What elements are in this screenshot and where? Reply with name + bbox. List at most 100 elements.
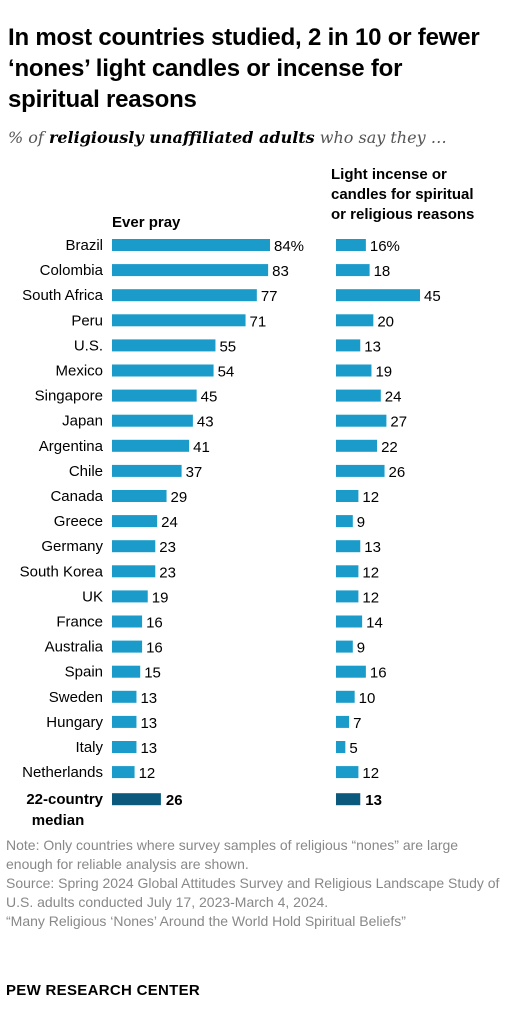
data-label: 15 [144,665,161,682]
data-label: 71 [250,313,267,330]
bar [336,389,381,402]
data-label: 24 [385,389,402,406]
data-label: 14 [366,615,383,632]
bar [112,239,270,251]
category-label: Italy [75,739,103,756]
category-label: Australia [45,639,104,656]
source-text: Source: Spring 2024 Global Attitudes Sur… [6,875,500,910]
report-title: “Many Religious ‘Nones’ Around the World… [6,913,406,929]
median-bar [112,793,161,806]
bar [336,239,366,251]
data-label: 12 [139,765,156,782]
median-label: median [32,812,85,829]
bar [336,264,370,277]
bar [336,364,372,377]
data-label: 10 [359,690,376,707]
data-label: 12 [362,489,379,506]
data-label: 23 [159,564,176,581]
bar [336,540,361,553]
data-label: 16 [146,615,163,632]
category-label: Spain [65,664,103,681]
bar [112,314,246,327]
bar [112,741,137,753]
data-label: 12 [362,765,379,782]
category-label: U.S. [74,337,103,354]
data-label: 45 [424,288,441,305]
bar [112,715,137,728]
category-label: South Africa [22,287,104,304]
bar [112,690,137,703]
series-header-line: Light incense or [331,166,447,183]
bar [336,640,353,653]
category-label: South Korea [20,563,104,580]
data-label: 41 [193,439,210,456]
bar [112,590,148,603]
series-header-line: or religious reasons [331,206,475,223]
data-label: 5 [349,740,357,757]
category-label: France [56,614,103,631]
series-header-line: candles for spiritual [331,186,474,203]
data-label: 37 [186,464,203,481]
bar [112,540,156,553]
bar [112,665,141,678]
data-label: 18 [374,263,391,280]
data-label: 16 [146,640,163,657]
bar [336,289,420,302]
category-label: Sweden [49,689,103,706]
data-label: 20 [377,313,394,330]
data-label: 27 [390,414,407,431]
bar-chart: Brazil 84% 16% Colombia 83 18 South Africa 77 45… [20,237,441,829]
data-label: 83 [272,263,289,280]
series-header-ever-pray: Ever pray [112,214,181,231]
data-label: 43 [197,414,214,431]
data-label: 13 [140,740,157,757]
category-label: Canada [50,488,103,505]
median-value: 13 [365,792,382,809]
data-label: 16% [370,238,400,255]
data-label: 29 [171,489,188,506]
data-label: 84% [274,238,304,255]
bar [336,414,387,427]
bar [112,414,193,427]
data-label: 22 [381,439,398,456]
median-bar [336,793,361,806]
data-label: 54 [218,364,235,381]
data-label: 12 [362,589,379,606]
category-label: Brazil [65,237,103,254]
data-label: 16 [370,665,387,682]
bar [112,565,156,578]
data-label: 13 [364,539,381,556]
data-label: 23 [159,539,176,556]
bar [336,615,363,628]
category-label: Greece [54,513,103,530]
category-label: Mexico [55,363,103,380]
median-label: 22-country [26,791,103,808]
data-label: 19 [375,364,392,381]
data-label: 7 [353,715,361,732]
category-label: UK [82,588,103,605]
bar [336,741,346,753]
data-label: 55 [219,338,236,355]
footer-brand: PEW RESEARCH CENTER [6,982,201,999]
category-label: Netherlands [22,764,103,781]
data-label: 45 [201,389,218,406]
bar [336,590,359,603]
data-label: 13 [364,338,381,355]
bar [112,490,167,502]
bar [336,464,385,477]
bar [112,364,214,377]
series-header-incense: Light incense or candles for spiritual or … [331,165,503,225]
category-label: Hungary [46,714,103,731]
data-label: 19 [152,589,169,606]
bar [336,690,355,703]
bar [112,515,158,528]
bar [112,464,182,477]
bar [336,490,359,502]
bar [336,314,374,327]
chart-subtitle: % of religiously unaffiliated adults who… [8,128,447,147]
data-label: 24 [161,514,178,531]
category-label: Argentina [39,438,104,455]
bar [336,565,359,578]
subtitle-bold: religiously unaffiliated adults [48,128,315,147]
category-label: Chile [69,463,103,480]
